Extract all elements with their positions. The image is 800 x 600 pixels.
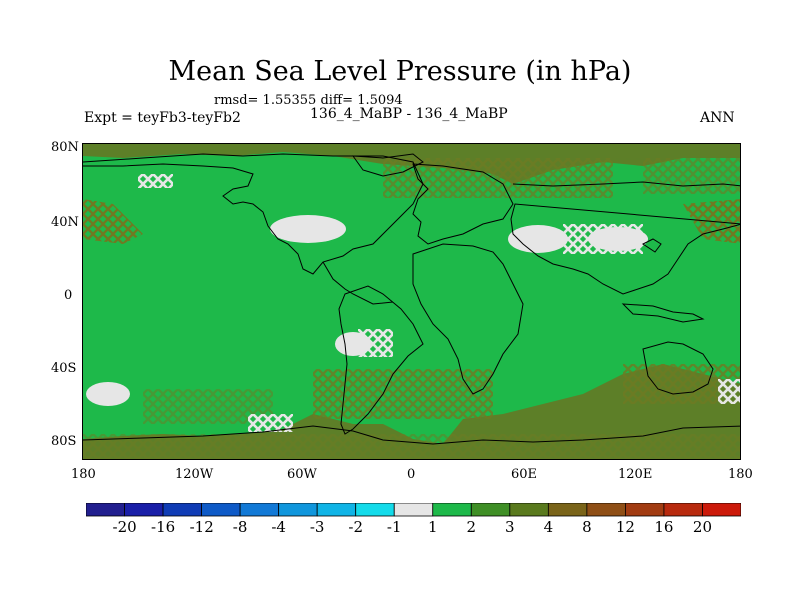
coast-australia xyxy=(642,341,714,395)
colorbar xyxy=(86,503,741,517)
colorbar-tick-label: 2 xyxy=(466,518,477,536)
low-arctic-hatch xyxy=(138,174,173,188)
colorbar-swatch xyxy=(278,503,318,517)
colorbar-tick-label: 1 xyxy=(427,518,438,536)
colorbar-swatch xyxy=(355,503,395,517)
coast-greenland xyxy=(351,153,424,177)
lat-tick-label: 80S xyxy=(51,434,77,449)
colorbar-tick-label: 20 xyxy=(692,518,713,536)
lon-tick-label: 0 xyxy=(407,467,416,482)
colorbar-swatch xyxy=(702,503,741,517)
low-pacific-north xyxy=(270,215,346,243)
low-southern-hatch xyxy=(248,414,293,432)
map-panel xyxy=(82,143,741,460)
colorbar-tick-label: -1 xyxy=(386,518,402,536)
lat-tick-label: 80N xyxy=(51,140,79,155)
coast-africa xyxy=(412,243,524,395)
southern-hatch-bottom xyxy=(83,434,740,459)
coastlines xyxy=(83,153,740,445)
low-south-pacific xyxy=(86,382,130,406)
lon-tick-label: 180 xyxy=(71,467,96,482)
low-south-america-hatch xyxy=(358,329,393,357)
southern-hatch xyxy=(313,369,493,419)
colorbar-swatch xyxy=(547,503,588,517)
colorbar-swatch xyxy=(239,503,280,517)
colorbar-tick-label: -20 xyxy=(112,518,137,536)
colorbar-tick-label: 4 xyxy=(543,518,554,536)
low-asia-west xyxy=(508,225,568,253)
lon-tick-label: 120E xyxy=(618,467,653,482)
lat-tick-label: 0 xyxy=(64,288,73,303)
stats-line: rmsd= 1.55355 diff= 1.5094 xyxy=(214,93,403,108)
colorbar-tick-label: -4 xyxy=(271,518,286,536)
low-asia-hatch xyxy=(563,224,643,254)
coast-central-america xyxy=(322,261,394,305)
lat-tick-label: 40S xyxy=(51,361,77,376)
map-svg xyxy=(83,144,740,459)
colorbar-tick-label: -2 xyxy=(348,518,364,536)
colorbar-tick-label: -3 xyxy=(309,518,325,536)
colorbar-swatch xyxy=(432,503,472,517)
colorbar-swatch xyxy=(124,503,164,517)
colorbar-tick-label: 16 xyxy=(654,518,674,536)
comparison-label: 136_4_MaBP - 136_4_MaBP xyxy=(310,106,508,122)
colorbar-swatch xyxy=(316,503,357,517)
low-south-indian-hatch xyxy=(718,379,740,404)
lon-tick-label: 180 xyxy=(728,467,753,482)
colorbar-swatch xyxy=(625,503,665,517)
lat-tick-label: 40N xyxy=(51,215,79,230)
colorbar-tick-label: 12 xyxy=(615,518,635,536)
colorbar-tick-label: -8 xyxy=(232,518,248,536)
colorbar-swatch xyxy=(509,503,549,517)
coast-south-america xyxy=(338,285,424,435)
lon-tick-label: 120W xyxy=(175,467,214,482)
colorbar-swatch xyxy=(470,503,511,517)
coast-japan xyxy=(642,238,662,253)
pacific-high-hatch xyxy=(83,199,143,244)
coast-asia xyxy=(510,181,740,295)
lon-tick-label: 60E xyxy=(511,467,538,482)
season-label: ANN xyxy=(700,110,735,126)
colorbar-swatch xyxy=(393,503,434,517)
colorbar-swatch xyxy=(86,503,125,517)
colorbar-tick-label: 3 xyxy=(505,518,515,536)
lon-tick-label: 60W xyxy=(287,467,317,482)
experiment-label: Expt = teyFb3-teyFb2 xyxy=(84,110,241,126)
colorbar-tick-label: 8 xyxy=(582,518,592,536)
coast-antarctica xyxy=(83,425,740,445)
colorbar-swatch xyxy=(663,503,703,517)
colorbar-tick-label: -12 xyxy=(189,518,214,536)
coast-europe xyxy=(412,163,514,245)
colorbar-swatch xyxy=(201,503,241,517)
colorbar-tick-label: -16 xyxy=(151,518,176,536)
colorbar-swatch xyxy=(586,503,626,517)
coast-north-america xyxy=(83,153,424,275)
colorbar-swatch xyxy=(162,503,202,517)
chart-title: Mean Sea Level Pressure (in hPa) xyxy=(168,56,632,87)
arctic-hatch-east xyxy=(643,158,740,194)
coast-indonesia xyxy=(621,303,705,323)
